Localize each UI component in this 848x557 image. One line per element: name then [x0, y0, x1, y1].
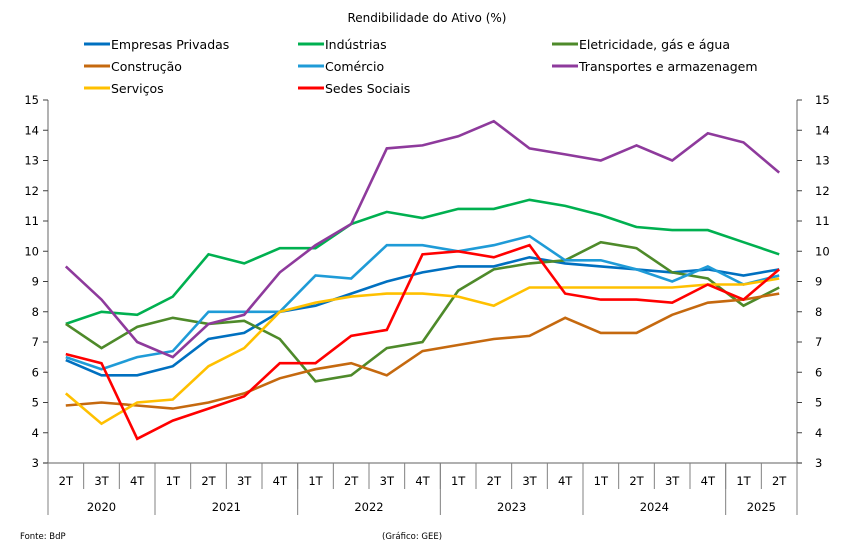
legend-label: Indústrias: [325, 37, 387, 52]
legend-label: Comércio: [325, 59, 384, 74]
legend: Empresas Privadas Indústrias Eletricidade,…: [84, 37, 758, 96]
series-line-construcao: [65, 292, 780, 410]
y-tick-label-left: 6: [32, 365, 39, 379]
series-line-servicos: [64, 277, 780, 426]
year-label: 2022: [354, 500, 383, 514]
series-lines: [64, 119, 781, 441]
year-label: 2020: [87, 500, 116, 514]
y-tick-label-right: 11: [815, 214, 830, 228]
y-tick-label-right: 6: [815, 365, 822, 379]
y-tick-label-left: 11: [24, 214, 39, 228]
legend-item: Eletricidade, gás e água: [552, 37, 730, 52]
series-line-empresas-privadas: [65, 255, 780, 377]
legend-label: Construção: [111, 59, 182, 74]
series-line-industrias: [65, 198, 780, 326]
x-tick-label: 3T: [522, 474, 537, 488]
y-tick-label-right: 13: [815, 154, 830, 168]
x-tick-label: 2T: [772, 474, 787, 488]
x-tick-label: 4T: [130, 474, 145, 488]
x-tick-label: 3T: [380, 474, 395, 488]
y-tick-label-left: 7: [32, 335, 39, 349]
y-tick-label-left: 12: [24, 184, 39, 198]
year-label: 2025: [747, 500, 776, 514]
x-tick-label: 1T: [308, 474, 323, 488]
y-tick-label-right: 4: [815, 426, 822, 440]
y-tick-label-left: 10: [24, 244, 39, 258]
x-tick-label: 1T: [736, 474, 751, 488]
y-tick-label-left: 13: [24, 154, 39, 168]
y-tick-label-right: 10: [815, 244, 830, 258]
legend-item: Construção: [84, 59, 182, 74]
year-label: 2023: [497, 500, 526, 514]
legend-item: Comércio: [298, 59, 384, 74]
y-tick-label-right: 8: [815, 305, 822, 319]
axes: 3 3 4 4 5 5 6 6 7 7 8 8 9 9 10 10 11 11 12 12 13 13 14 14 15 15 2T…: [24, 93, 830, 515]
x-tick-label: 4T: [558, 474, 573, 488]
y-tick-label-left: 3: [32, 456, 39, 470]
x-tick-label: 4T: [415, 474, 430, 488]
legend-item: Indústrias: [298, 37, 387, 52]
legend-label: Empresas Privadas: [111, 37, 229, 52]
x-tick-label: 4T: [273, 474, 288, 488]
y-tick-label-right: 9: [815, 275, 822, 289]
y-tick-label-right: 7: [815, 335, 822, 349]
y-tick-label-left: 14: [24, 123, 39, 137]
x-tick-label: 2T: [629, 474, 644, 488]
x-tick-label: 3T: [94, 474, 109, 488]
x-tick-label: 1T: [166, 474, 181, 488]
legend-label: Sedes Sociais: [325, 81, 410, 96]
y-tick-label-right: 15: [815, 93, 830, 107]
x-tick-label: 2T: [487, 474, 502, 488]
x-tick-label: 2T: [201, 474, 216, 488]
y-tick-label-left: 8: [32, 305, 39, 319]
source-note: Fonte: BdP: [20, 532, 66, 542]
series-line-comercio: [65, 234, 780, 371]
legend-label: Eletricidade, gás e água: [579, 37, 730, 52]
legend-item: Empresas Privadas: [84, 37, 229, 52]
year-label: 2024: [640, 500, 669, 514]
y-tick-label-right: 12: [815, 184, 830, 198]
legend-label: Serviços: [111, 81, 164, 96]
x-tick-label: 3T: [237, 474, 252, 488]
legend-item: Serviços: [84, 81, 164, 96]
legend-item: Transportes e armazenagem: [552, 59, 758, 74]
chart-title: Rendibilidade do Ativo (%): [348, 11, 507, 25]
series-line-transportes-e-armazenagem: [64, 119, 781, 359]
y-tick-label-left: 9: [32, 275, 39, 289]
x-tick-label: 4T: [701, 474, 716, 488]
series-line-eletricidade-gas-e-agua: [65, 240, 780, 383]
x-tick-label: 2T: [59, 474, 74, 488]
legend-item: Sedes Sociais: [298, 81, 410, 96]
x-tick-label: 1T: [594, 474, 609, 488]
x-tick-label: 2T: [344, 474, 359, 488]
credit-note: (Gráfico: GEE): [382, 532, 442, 542]
x-tick-label: 1T: [451, 474, 466, 488]
x-tick-label: 3T: [665, 474, 680, 488]
y-tick-label-right: 14: [815, 123, 830, 137]
y-tick-label-right: 3: [815, 456, 822, 470]
y-tick-label-left: 5: [32, 396, 39, 410]
y-tick-label-left: 4: [32, 426, 39, 440]
series-line-sedes-sociais: [65, 243, 781, 441]
y-tick-label-left: 15: [24, 93, 39, 107]
year-label: 2021: [212, 500, 241, 514]
legend-label: Transportes e armazenagem: [578, 59, 758, 74]
y-tick-label-right: 5: [815, 396, 822, 410]
